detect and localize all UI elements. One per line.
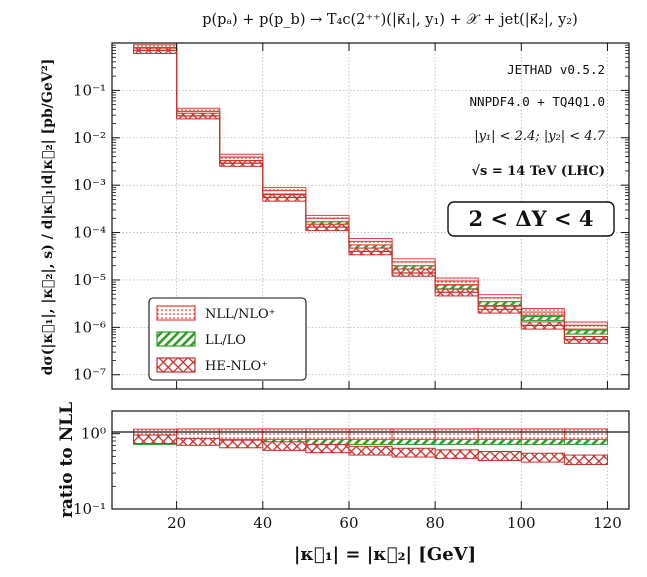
legend-label-he-nlo: HE-NLO⁺: [205, 359, 268, 374]
legend-swatch-ll-lo: [156, 331, 196, 347]
ratio-band-he-nlo--bin-4: [305, 443, 350, 454]
ratio-band-nll-nlo--bin-10: [563, 428, 608, 440]
ratio-band-he-nlo--bin-5: [348, 445, 393, 456]
rapidity-cuts-annotation: |y₁| < 2.4; |y₂| < 4.7: [474, 129, 606, 144]
x-tick-label: 60: [339, 514, 358, 532]
ratio-band-he-nlo--bin-0: [133, 434, 178, 445]
main-y-tick-label: 10⁻¹: [73, 81, 106, 99]
x-tick-label: 20: [167, 514, 186, 532]
ratio-band-nll-nlo--bin-5: [348, 428, 393, 440]
ratio-band-nll-nlo--bin-2: [219, 428, 264, 440]
main-y-tick-label: 10⁻³: [73, 176, 106, 194]
ratio-band-nll-nlo--bin-7: [434, 428, 479, 440]
ratio-band-nll-nlo--bin-8: [477, 428, 522, 440]
x-tick-label: 120: [593, 514, 622, 532]
main-line-he-nlo-: [133, 49, 608, 341]
x-tick-label: 40: [253, 514, 272, 532]
ratio-y-tick-label: 10⁰: [81, 425, 106, 443]
main-y-tick-label: 10⁻²: [73, 129, 106, 147]
ratio-band-he-nlo--bin-6: [391, 447, 436, 458]
ratio-panel: 10⁰ 10⁻¹: [73, 410, 630, 518]
legend-swatch-he-nlo: [156, 357, 196, 373]
x-tick-label: 100: [507, 514, 536, 532]
ratio-band-he-nlo--bin-1: [176, 438, 221, 446]
main-bands: [133, 44, 608, 344]
chart-title: p(pₐ) + p(p_b) → T₄c(2⁺⁺)(|κ⃗₁|, y₁) + 𝒳…: [202, 12, 578, 28]
legend-label-nll-nlo: NLL/NLO⁺: [205, 307, 276, 322]
main-y-ticks: 10⁻⁷ 10⁻⁶ 10⁻⁵ 10⁻⁴ 10⁻³ 10⁻² 10⁻¹: [73, 44, 629, 384]
ratio-band-he-nlo--bin-10: [563, 454, 608, 465]
ratio-band-he-nlo--bin-9: [520, 452, 565, 463]
main-frame: [111, 42, 630, 390]
ratio-band-nll-nlo--bin-6: [391, 428, 436, 440]
ratio-band-nll-nlo--bin-1: [176, 428, 221, 440]
ratio-band-he-nlo--bin-3: [262, 441, 307, 451]
ratio-y-axis-label: ratio to NLL: [57, 402, 77, 518]
main-y-tick-label: 10⁻⁷: [73, 366, 106, 384]
ratio-y-ticks: 10⁰ 10⁻¹: [73, 425, 120, 518]
legend-label-ll-lo: LL/LO: [205, 333, 246, 348]
main-line-ll-lo: [133, 48, 608, 331]
ratio-band-nll-nlo--bin-3: [262, 428, 307, 440]
ratio-band-nll-nlo--bin-9: [520, 428, 565, 440]
ratio-frame: [111, 410, 630, 510]
main-y-tick-label: 10⁻⁶: [73, 318, 106, 336]
ratio-band-he-nlo--bin-7: [434, 449, 479, 459]
energy-annotation: √s = 14 TeV (LHC): [471, 164, 605, 179]
main-line-nll-nlo-: [133, 46, 608, 326]
rapidity-interval-box: [447, 201, 615, 237]
ratio-y-tick-label: 10⁻¹: [73, 500, 106, 518]
legend-swatch-nll-nlo: [156, 305, 196, 321]
ratio-band-he-nlo--bin-2: [219, 439, 264, 449]
ratio-bands: [133, 428, 608, 465]
x-ticks: 20 40 60 80 100 120: [167, 43, 622, 532]
main-y-tick-label: 10⁻⁴: [73, 224, 106, 242]
ratio-band-nll-nlo--bin-4: [305, 428, 350, 440]
x-tick-label: 80: [426, 514, 445, 532]
generator-annotation: JETHAD v0.5.2: [507, 62, 605, 77]
rapidity-interval-label: 2 < ΔY < 4: [469, 206, 594, 231]
ratio-band-he-nlo--bin-8: [477, 450, 522, 462]
main-y-tick-label: 10⁻⁵: [73, 271, 106, 289]
x-axis-label: |κ⃗₁| = |κ⃗₂| [GeV]: [294, 544, 476, 565]
legend: NLL/NLO⁺ LL/LO HE-NLO⁺: [148, 297, 307, 381]
pdf-annotation: NNPDF4.0 + TQ4Q1.0: [470, 94, 605, 109]
main-y-axis-label: dσ(|κ⃗₁|, |κ⃗₂|, s) / d|κ⃗₁|d|κ⃗₂| [pb/G…: [40, 59, 56, 376]
